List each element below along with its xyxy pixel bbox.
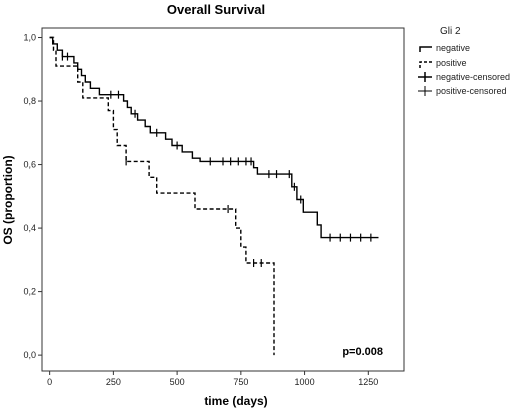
- legend-label-positive: positive: [436, 58, 467, 68]
- x-axis: 0 250 500 750 1000 1250: [47, 371, 378, 387]
- series-layer: [49, 36, 379, 356]
- x-axis-label: time (days): [204, 394, 267, 408]
- legend: Gli 2 negative positive negative-censore…: [418, 26, 510, 96]
- x-tick-label: 750: [233, 377, 248, 387]
- legend-title: Gli 2: [440, 26, 461, 37]
- legend-item-positive: positive: [419, 58, 467, 68]
- x-tick-label: 1000: [295, 377, 315, 387]
- y-tick-label: 0,4: [23, 223, 36, 233]
- legend-swatch-negative: [419, 46, 432, 52]
- x-tick-label: 500: [170, 377, 185, 387]
- legend-label-positive-censored: positive-censored: [436, 86, 507, 96]
- y-tick-label: 1,0: [23, 33, 36, 43]
- p-value-annotation: p=0.008: [342, 346, 383, 358]
- plot-frame: [41, 27, 405, 372]
- y-tick-label: 0,8: [23, 96, 36, 106]
- legend-item-negative: negative: [419, 43, 470, 53]
- y-axis: 0,0 0,2 0,4 0,6 0,8 1,0: [23, 33, 42, 360]
- x-tick-label: 250: [106, 377, 121, 387]
- y-tick-label: 0,2: [23, 287, 36, 297]
- legend-item-negative-censored: negative-censored: [418, 72, 510, 82]
- y-tick-label: 0,0: [23, 350, 36, 360]
- legend-label-negative: negative: [436, 43, 470, 53]
- series-line-positive: [49, 36, 275, 356]
- x-tick-label: 1250: [358, 377, 378, 387]
- x-tick-label: 0: [47, 377, 52, 387]
- series-line-negative: [49, 36, 379, 239]
- y-tick-label: 0,6: [23, 160, 36, 170]
- legend-item-positive-censored: positive-censored: [418, 86, 507, 96]
- legend-label-negative-censored: negative-censored: [436, 72, 510, 82]
- legend-swatch-positive: [419, 61, 432, 68]
- y-axis-label: OS (proportion): [1, 155, 15, 244]
- chart-title: Overall Survival: [167, 2, 265, 17]
